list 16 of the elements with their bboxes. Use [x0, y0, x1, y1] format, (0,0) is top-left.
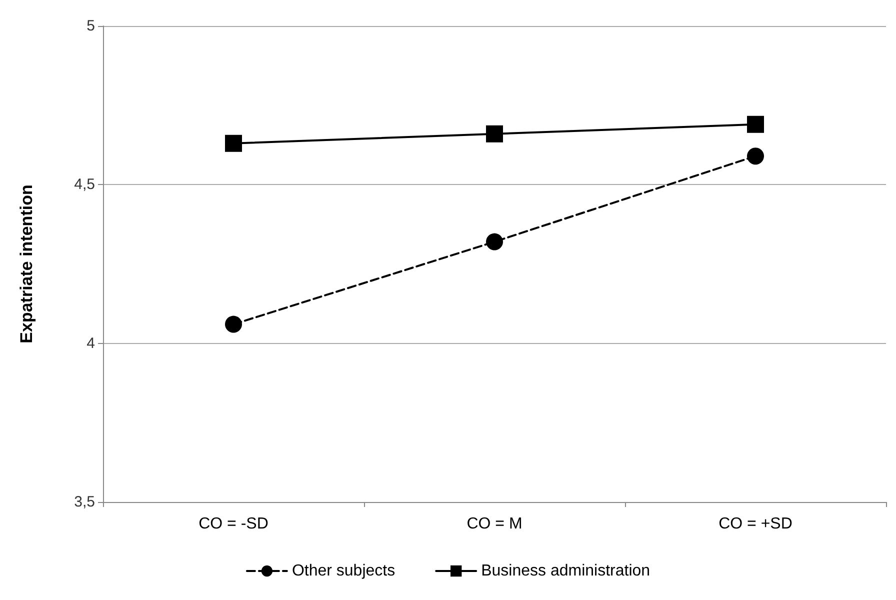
point	[225, 134, 242, 152]
point	[225, 316, 242, 333]
point	[486, 125, 503, 142]
y-tick-label: 4	[86, 334, 95, 352]
y-axis-title: Expatriate intention	[17, 184, 36, 344]
y-tick-label: 3,5	[74, 494, 95, 510]
y-tick-label: 5	[86, 18, 95, 34]
legend-label: Other subjects	[292, 562, 396, 580]
point	[747, 148, 764, 165]
legend-label: Business administration	[481, 562, 650, 580]
point	[747, 116, 764, 133]
point	[486, 233, 503, 250]
x-tick-label: CO = -SD	[198, 516, 268, 532]
y-tick-label: 4,5	[74, 176, 95, 194]
x-tick-label: CO = +SD	[718, 516, 792, 532]
x-tick-label: CO = M	[466, 516, 522, 532]
